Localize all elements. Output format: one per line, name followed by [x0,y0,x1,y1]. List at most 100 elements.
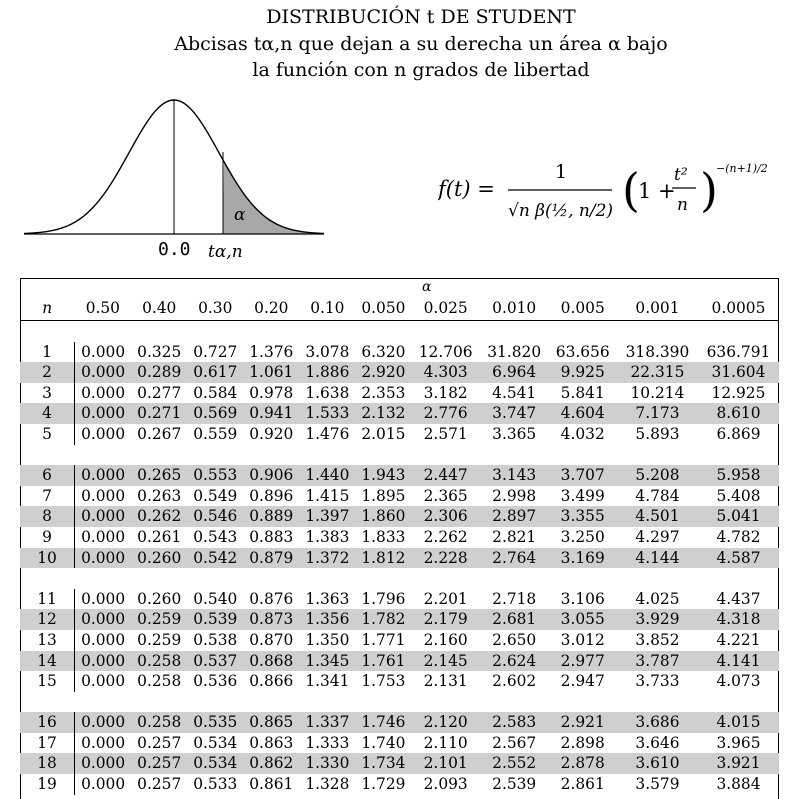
row-n-cell: 5 [20,423,75,445]
value-cell: 1.328 [305,775,350,794]
alpha-col-header: 0.025 [411,296,480,321]
value-cell: 2.160 [423,630,468,649]
value-cell: 0.258 [137,672,182,691]
tail-area [223,161,324,234]
value-cell: 0.257 [137,733,182,752]
value-cell: 0.906 [243,465,300,486]
density-formula: f(t) = 1 √n β(½, n/2) ( 1 + t² n ) −(n+1… [436,150,768,235]
value-cell: 4.015 [697,712,779,733]
row-n-cell: 14 [20,650,75,672]
value-cell: 0.920 [249,424,294,443]
value-cell: 1.337 [299,712,356,733]
value-cell: 2.571 [423,424,468,443]
alpha-col-header: 0.010 [479,296,549,321]
value-cell: 1.782 [355,609,412,630]
value-cell: 3.055 [548,609,617,630]
value-cell: 12.706 [418,342,473,361]
value-cell: 3.250 [560,527,605,546]
value-cell: 0.978 [249,383,294,402]
value-cell: 0.559 [193,424,238,443]
table-row: 7 0.000 0.263 0.549 0.896 1.415 1.895 2.365 2.99… [20,485,779,507]
value-cell: 0.000 [81,630,126,649]
n-header: n [20,296,75,321]
value-cell: 3.143 [479,465,549,486]
table-row: 14 0.000 0.258 0.537 0.868 1.345 1.761 2.145 2.6… [20,650,779,672]
value-cell: 0.000 [74,362,132,383]
alpha-col-header: 0.10 [299,296,356,321]
value-cell: 0.325 [137,342,182,361]
value-cell: 2.228 [411,547,480,569]
value-cell: 1.943 [355,465,412,486]
alpha-header: α [422,279,432,295]
value-cell: 3.733 [635,672,680,691]
value-cell: 0.271 [131,403,188,424]
value-cell: 0.873 [243,609,300,630]
value-cell: 1.833 [361,527,406,546]
value-cell: 0.277 [137,383,182,402]
value-cell: 0.617 [187,362,244,383]
value-cell: 0.534 [187,753,244,775]
subtitle-line-2: la función con n grados de libertad [252,59,590,81]
value-cell: 0.259 [131,609,188,630]
value-cell: 0.537 [187,650,244,672]
group-spacer [20,445,779,466]
alpha-col-header: 0.20 [243,296,300,321]
distribution-curve-figure: α 0.0 tα,n [24,99,324,262]
value-cell: 2.093 [423,775,468,794]
value-cell: 0.941 [243,403,300,424]
row-n-cell: 18 [20,753,75,775]
value-cell: 1.895 [361,486,406,505]
value-cell: 4.784 [635,486,680,505]
value-cell: 0.000 [81,342,126,361]
value-cell: 3.355 [548,506,617,527]
table-row: 10 0.000 0.260 0.542 0.879 1.372 1.812 2.228 2.7… [20,547,779,569]
group-spacer [20,568,779,589]
row-n-cell: 6 [20,465,75,486]
row-n-cell: 11 [20,588,75,610]
value-cell: 2.602 [492,672,537,691]
alpha-label: α [234,205,246,225]
value-cell: 2.624 [479,650,549,672]
value-cell: 0.543 [193,527,238,546]
alpha-col-header: 0.30 [187,296,244,321]
value-cell: 2.131 [423,672,468,691]
alpha-col-header: 0.001 [616,296,698,321]
value-cell: 0.533 [193,775,238,794]
row-n-cell: 9 [20,526,75,548]
value-cell: 0.000 [74,712,132,733]
value-cell: 0.262 [131,506,188,527]
value-cell: 3.012 [560,630,605,649]
value-cell: 0.870 [249,630,294,649]
value-cell: 2.776 [411,403,480,424]
group-spacer [20,321,779,342]
value-cell: 1.729 [361,775,406,794]
value-cell: 2.898 [560,733,605,752]
value-cell: 1.812 [355,547,412,569]
value-cell: 0.000 [81,527,126,546]
row-n-cell: 15 [20,671,75,692]
value-cell: 1.440 [299,465,356,486]
value-cell: 31.820 [487,342,542,361]
value-cell: 3.078 [305,342,350,361]
row-n-cell: 16 [20,712,75,733]
value-cell: 0.540 [193,589,238,608]
value-cell: 3.182 [423,383,468,402]
value-cell: 3.965 [716,733,761,752]
value-cell: 2.567 [492,733,537,752]
value-cell: 0.267 [137,424,182,443]
value-cell: 4.073 [716,672,761,691]
value-cell: 2.718 [492,589,537,608]
table-row: 12 0.000 0.259 0.539 0.873 1.356 1.782 2.179 2.6… [20,609,779,630]
table-row: 2 0.000 0.289 0.617 1.061 1.886 2.920 4.303 6.96… [20,362,779,383]
t-table: α n 0.50 0.40 0.30 0.20 0.10 0.050 0.025 0.010 0… [20,278,779,795]
svg-text:1 +: 1 + [638,179,676,203]
value-cell: 2.120 [411,712,480,733]
value-cell: 4.437 [716,589,761,608]
value-cell: 2.878 [548,753,617,775]
value-cell: 1.397 [299,506,356,527]
value-cell: 4.221 [716,630,761,649]
value-cell: 1.771 [361,630,406,649]
value-cell: 1.734 [355,753,412,775]
alpha-col-header: 0.050 [355,296,412,321]
value-cell: 0.876 [249,589,294,608]
